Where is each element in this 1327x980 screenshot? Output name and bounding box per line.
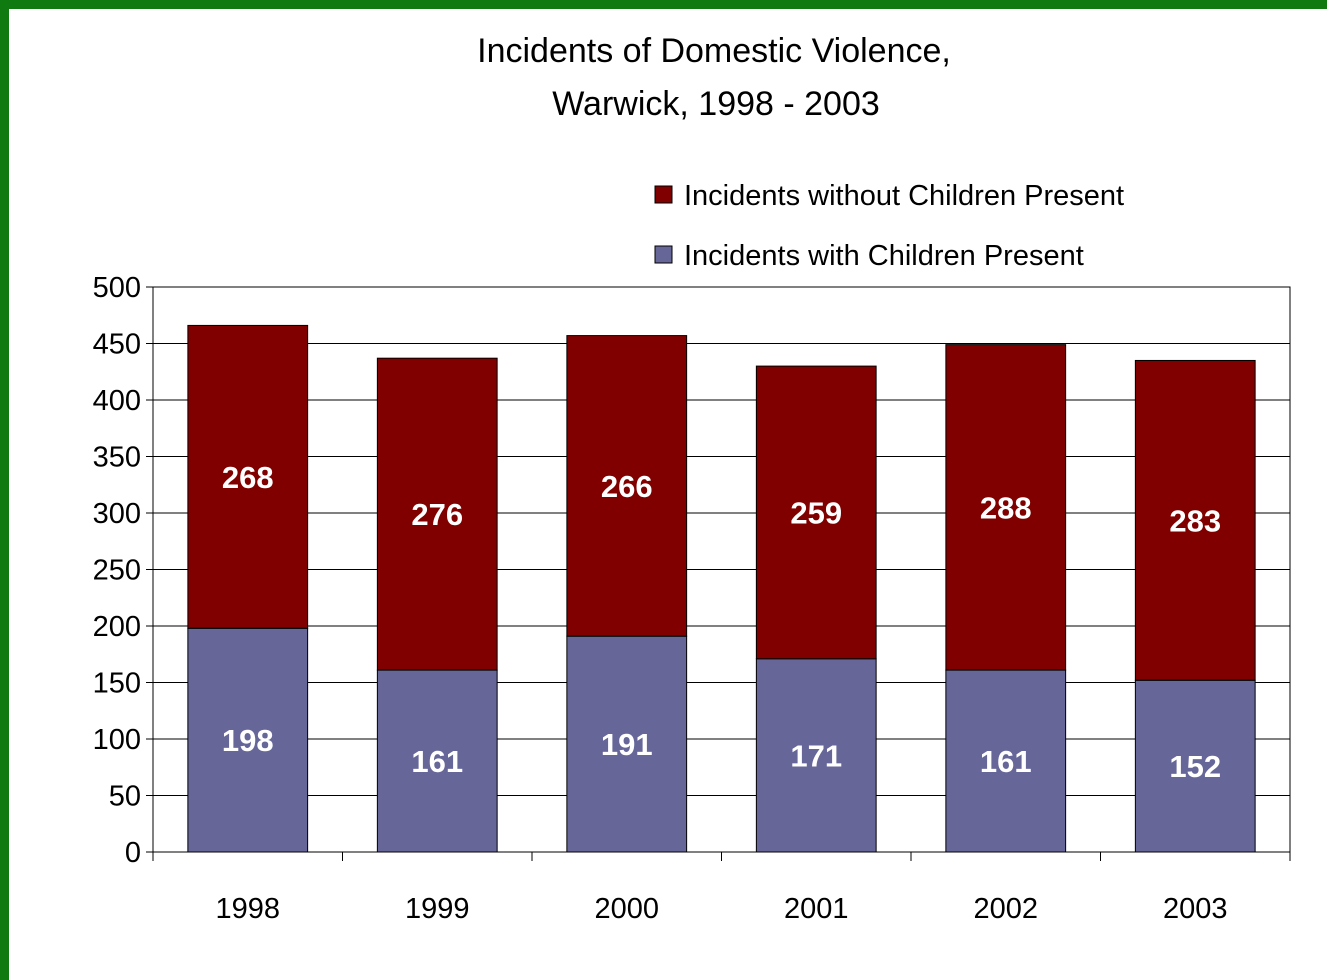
y-tick-label: 350 [93, 442, 141, 474]
bar-segment-with-children-1999 [376, 669, 498, 853]
bar-segment-without-children-2001 [755, 365, 877, 660]
y-tick-label: 200 [93, 611, 141, 643]
bar-segment-without-children-1999 [376, 357, 498, 671]
y-tick-label: 300 [93, 498, 141, 530]
data-label: 161 [411, 744, 463, 779]
axes: 0 50 100 150 200 250 300 350 400 450 500 1998 1999 20… [93, 272, 1291, 925]
data-label: 161 [980, 744, 1032, 779]
y-tick-label: 50 [109, 781, 141, 813]
data-label: 276 [411, 497, 463, 532]
data-label: 191 [601, 727, 653, 762]
data-label: 171 [790, 738, 842, 773]
x-tick-label: 2001 [784, 893, 849, 925]
bars [187, 324, 1256, 853]
x-tick-label: 2000 [594, 893, 659, 925]
chart-title-line-1: Incidents of Domestic Violence, [477, 32, 951, 70]
data-label: 152 [1169, 749, 1221, 784]
x-tick-label: 1998 [215, 893, 280, 925]
data-label: 283 [1169, 503, 1221, 538]
legend-label-without-children: Incidents without Children Present [684, 180, 1124, 212]
data-label: 259 [790, 495, 842, 530]
y-tick-label: 400 [93, 385, 141, 417]
legend-swatch-without-children [654, 185, 673, 204]
y-tick-label: 250 [93, 555, 141, 587]
gridlines [153, 286, 1290, 796]
data-label: 266 [601, 469, 653, 504]
legend-label-with-children: Incidents with Children Present [684, 240, 1084, 272]
bar-segment-with-children-1998 [187, 627, 309, 853]
bar-segment-with-children-2003 [1134, 679, 1256, 853]
y-tick-label: 450 [93, 329, 141, 361]
bar-segment-without-children-1998 [187, 324, 309, 629]
chart-title-line-2: Warwick, 1998 - 2003 [552, 85, 880, 123]
data-label: 288 [980, 490, 1032, 525]
data-label: 198 [222, 723, 274, 758]
bar-segment-with-children-2000 [566, 635, 688, 853]
y-tick-label: 500 [93, 272, 141, 304]
bar-segment-with-children-2001 [755, 658, 877, 853]
data-labels: 198 268 161 276 191 266 171 259 161 288 152 283 [222, 460, 1221, 784]
data-label: 268 [222, 460, 274, 495]
bar-segment-without-children-2000 [566, 335, 688, 637]
y-tick-label: 0 [125, 837, 141, 869]
y-tick-label: 100 [93, 724, 141, 756]
x-tick-label: 2003 [1163, 893, 1228, 925]
bar-segment-with-children-2002 [945, 669, 1067, 853]
legend-swatch-with-children [654, 245, 673, 264]
x-tick-label: 1999 [405, 893, 470, 925]
frame-top-border [0, 0, 1327, 9]
x-tick-label: 2002 [973, 893, 1038, 925]
y-tick-label: 150 [93, 668, 141, 700]
legend: Incidents without Children Present Incid… [654, 180, 1124, 272]
frame-left-border [0, 0, 9, 980]
chart-title: Incidents of Domestic Violence, Warwick,… [477, 32, 951, 123]
bar-segment-without-children-2003 [1134, 359, 1256, 681]
bar-segment-without-children-2002 [945, 344, 1067, 671]
